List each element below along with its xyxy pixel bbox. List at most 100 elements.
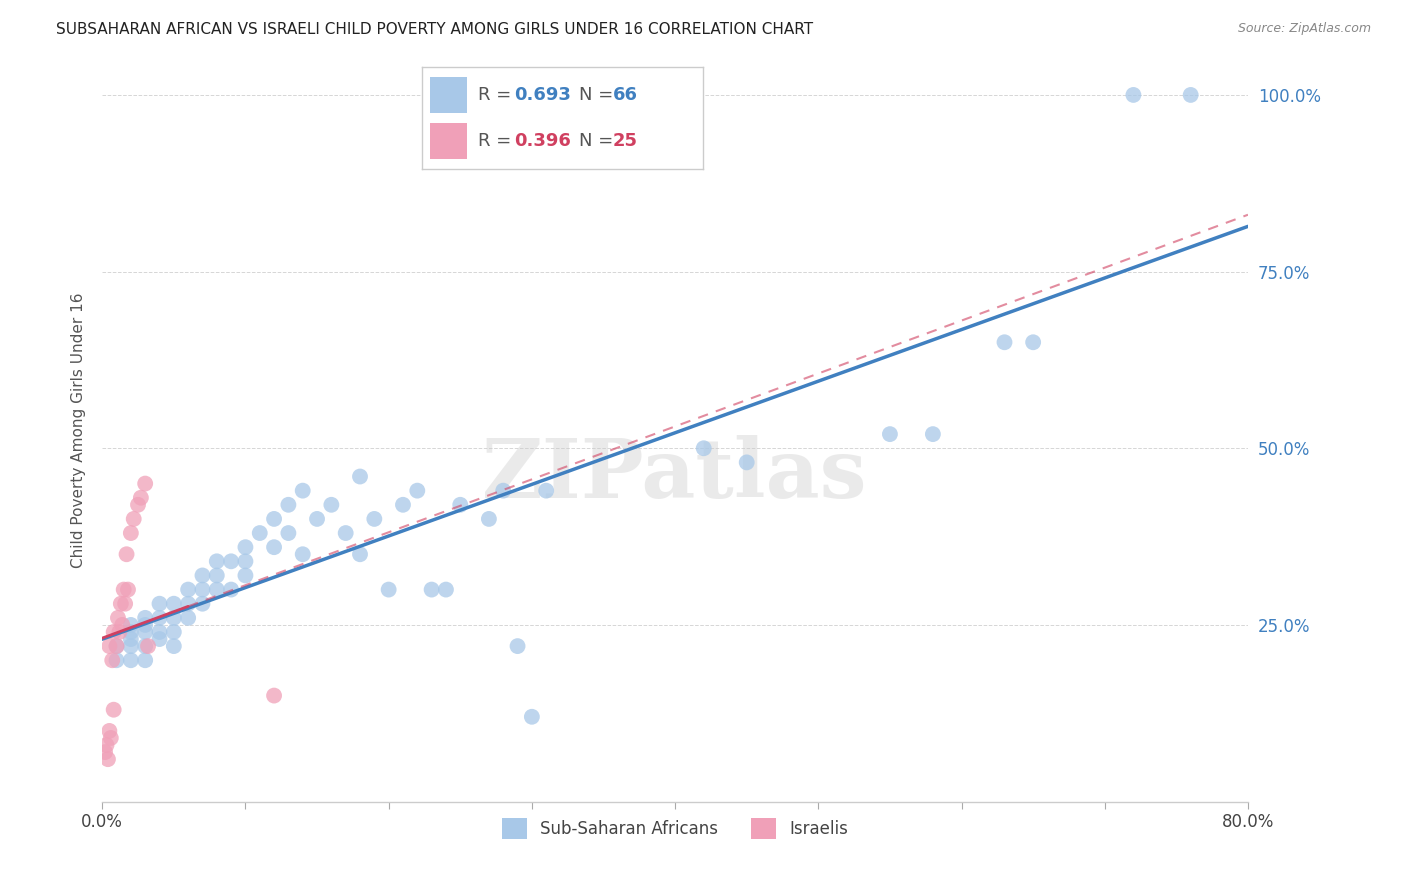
Point (277, 498, 299, 512)
Point (263, 512, 285, 526)
Text: SUBSAHARAN AFRICAN VS ISRAELI CHILD POVERTY AMONG GIRLS UNDER 16 CORRELATION CHA: SUBSAHARAN AFRICAN VS ISRAELI CHILD POVE… (56, 22, 813, 37)
Point (305, 512, 328, 526)
Point (111, 618, 134, 632)
Text: R =: R = (478, 86, 517, 103)
Text: N =: N = (579, 86, 619, 103)
Point (205, 568, 228, 582)
Text: 0.693: 0.693 (515, 86, 571, 103)
Point (129, 491, 152, 505)
Point (163, 639, 186, 653)
Text: R =: R = (478, 132, 517, 150)
Point (134, 476, 156, 491)
Point (420, 582, 443, 597)
Point (163, 611, 186, 625)
Point (120, 526, 142, 541)
Point (110, 597, 132, 611)
Y-axis label: Child Poverty Among Girls Under 16: Child Poverty Among Girls Under 16 (72, 293, 86, 568)
Point (114, 597, 136, 611)
Point (277, 526, 299, 541)
Point (163, 597, 186, 611)
Point (506, 639, 529, 653)
Point (134, 611, 156, 625)
Point (107, 611, 129, 625)
Point (377, 582, 399, 597)
Point (148, 597, 170, 611)
Point (735, 455, 758, 469)
Point (291, 547, 314, 561)
Point (108, 624, 131, 639)
Point (148, 624, 170, 639)
Point (434, 582, 457, 597)
Point (148, 632, 170, 646)
Point (335, 526, 357, 541)
Point (115, 547, 138, 561)
Point (520, 710, 543, 724)
Point (879, 427, 901, 442)
Point (112, 582, 135, 597)
Point (122, 512, 145, 526)
Point (219, 554, 242, 568)
Point (406, 483, 429, 498)
Point (120, 639, 142, 653)
Point (363, 512, 385, 526)
Point (120, 618, 142, 632)
Point (492, 483, 515, 498)
Legend: Sub-Saharan Africans, Israelis: Sub-Saharan Africans, Israelis (495, 812, 855, 846)
Point (177, 597, 200, 611)
Point (120, 624, 142, 639)
Point (205, 582, 228, 597)
Point (120, 653, 142, 667)
Point (922, 427, 945, 442)
Point (177, 582, 200, 597)
Text: N =: N = (579, 132, 619, 150)
Point (263, 540, 285, 554)
Point (693, 442, 716, 456)
Point (219, 582, 242, 597)
Point (291, 483, 314, 498)
Point (105, 639, 128, 653)
Point (103, 624, 125, 639)
Point (97, 752, 120, 766)
Text: ZIPatlas: ZIPatlas (482, 435, 868, 515)
Point (1122, 87, 1144, 102)
Point (148, 611, 170, 625)
Point (1022, 335, 1045, 350)
Bar (430, 77, 467, 113)
Point (98, 639, 121, 653)
Point (205, 554, 228, 568)
Point (263, 689, 285, 703)
Point (117, 582, 139, 597)
Point (100, 731, 122, 745)
Text: 66: 66 (613, 86, 638, 103)
Point (478, 512, 501, 526)
Point (235, 568, 257, 582)
Point (235, 554, 257, 568)
Point (321, 498, 343, 512)
Point (94, 745, 117, 759)
Point (105, 639, 128, 653)
Text: 25: 25 (613, 132, 638, 150)
Point (349, 469, 371, 483)
Point (98, 723, 121, 738)
Point (177, 611, 200, 625)
Point (249, 526, 271, 541)
Point (392, 498, 415, 512)
Point (449, 498, 471, 512)
Point (191, 582, 214, 597)
Point (235, 540, 257, 554)
Point (191, 568, 214, 582)
Point (105, 653, 128, 667)
Point (349, 547, 371, 561)
Point (134, 624, 156, 639)
Point (101, 653, 124, 667)
Point (136, 639, 159, 653)
Point (993, 335, 1015, 350)
Bar (430, 123, 467, 159)
Text: 0.396: 0.396 (515, 132, 571, 150)
Point (163, 624, 186, 639)
Point (1180, 87, 1202, 102)
Point (191, 597, 214, 611)
Point (127, 498, 149, 512)
Point (103, 703, 125, 717)
Point (534, 483, 557, 498)
